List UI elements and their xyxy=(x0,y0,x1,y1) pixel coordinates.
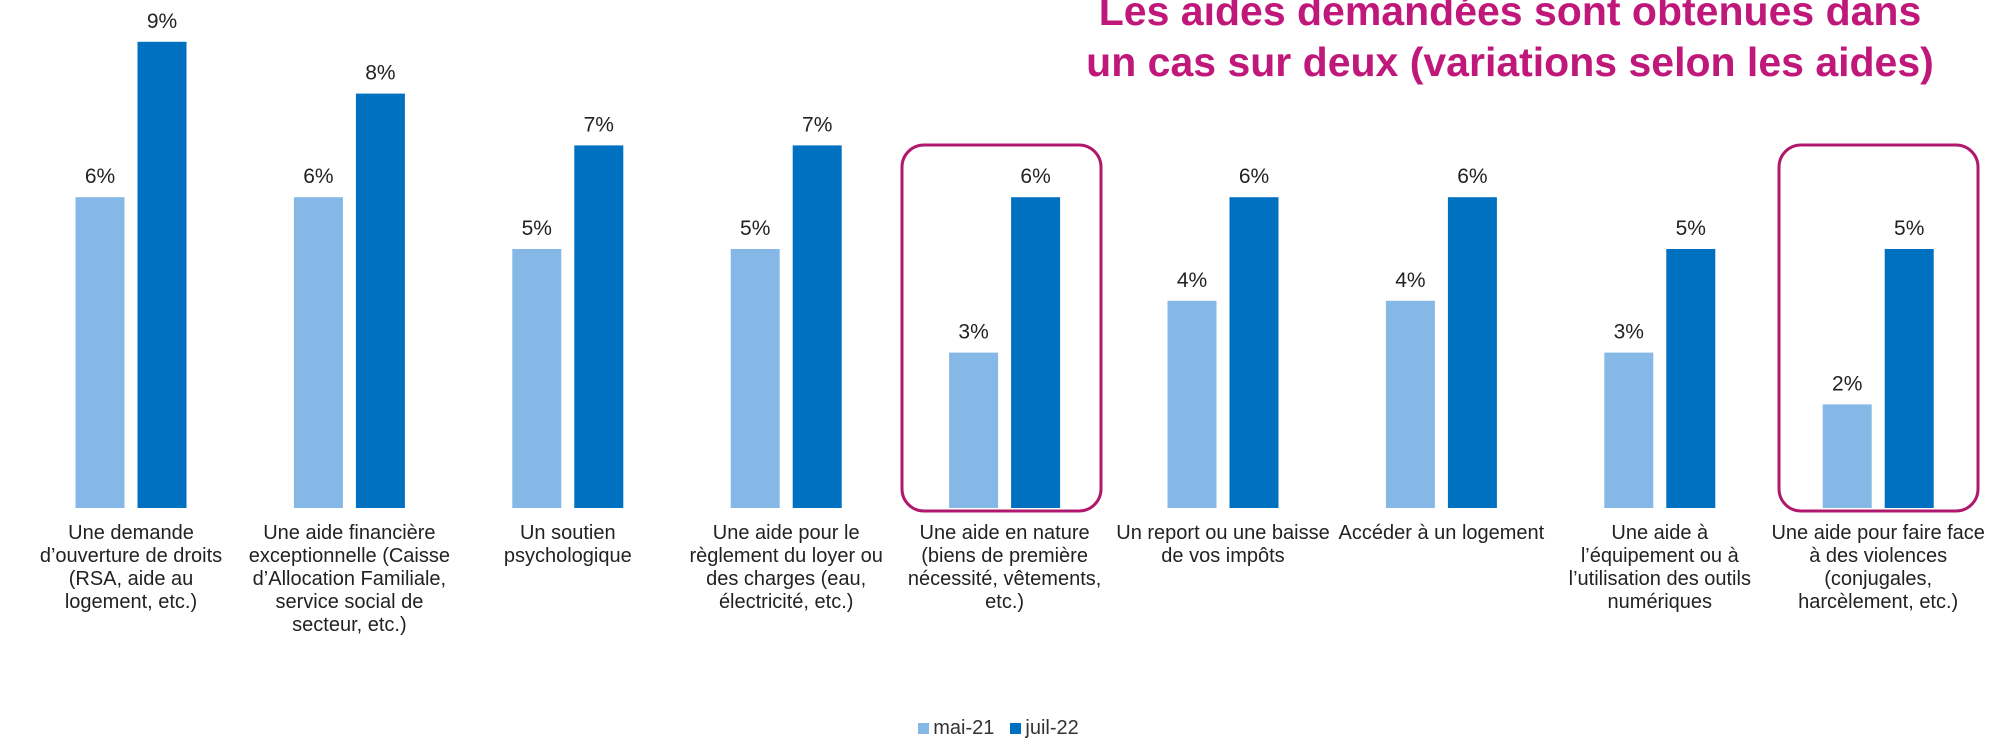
page: {"chart_data": {"type": "bar", "title": … xyxy=(0,0,1997,742)
bar xyxy=(76,197,125,508)
data-label: 6% xyxy=(1457,165,1487,188)
bar xyxy=(1230,197,1279,508)
bar xyxy=(1666,249,1715,508)
data-label: 5% xyxy=(740,217,770,240)
bar xyxy=(1604,353,1653,508)
data-label: 3% xyxy=(958,321,988,344)
bar xyxy=(1885,249,1934,508)
data-label: 5% xyxy=(522,217,552,240)
data-label: 4% xyxy=(1395,269,1425,292)
x-tick-label: Une aide pour faire face à des violences… xyxy=(1771,522,1985,614)
x-tick-label: Un soutien psychologique xyxy=(461,522,675,568)
bar xyxy=(574,145,623,508)
x-tick-label: Accéder à un logement xyxy=(1334,522,1548,545)
bar xyxy=(1386,301,1435,508)
data-label: 7% xyxy=(802,113,832,136)
x-tick-label: Une aide pour le règlement du loyer ou d… xyxy=(679,522,893,614)
bar xyxy=(512,249,561,508)
chart-title: Les aides demandées sont obtenues dans u… xyxy=(1080,0,1940,88)
x-tick-label: Une demande d’ouverture de droits (RSA, … xyxy=(24,522,238,614)
bar xyxy=(1011,197,1060,508)
legend-swatch xyxy=(1010,723,1021,734)
legend-label: juil-22 xyxy=(1025,717,1078,739)
bar xyxy=(731,249,780,508)
highlight-box xyxy=(902,145,1101,511)
legend: mai-21 juil-22 xyxy=(0,717,1997,740)
x-tick-label: Une aide à l’équipement ou à l’utilisati… xyxy=(1553,522,1767,614)
bar xyxy=(1448,197,1497,508)
data-label: 5% xyxy=(1894,217,1924,240)
data-label: 3% xyxy=(1614,321,1644,344)
data-label: 6% xyxy=(1020,165,1050,188)
legend-item: mai-21 xyxy=(918,717,994,739)
data-label: 6% xyxy=(303,165,333,188)
bar xyxy=(1823,404,1872,508)
x-tick-label: Une aide en nature (biens de première né… xyxy=(898,522,1112,614)
data-label: 7% xyxy=(584,113,614,136)
data-label: 8% xyxy=(365,62,395,85)
data-label: 6% xyxy=(85,165,115,188)
bar xyxy=(793,145,842,508)
bar xyxy=(138,42,187,508)
data-label: 5% xyxy=(1676,217,1706,240)
legend-label: mai-21 xyxy=(933,717,994,739)
x-tick-label: Un report ou une baisse de vos impôts xyxy=(1116,522,1330,568)
highlight-box xyxy=(1779,145,1978,511)
x-tick-label: Une aide financière exceptionnelle (Cais… xyxy=(242,522,456,637)
bar xyxy=(356,94,405,508)
bar xyxy=(294,197,343,508)
bar xyxy=(1168,301,1217,508)
bar xyxy=(949,353,998,508)
data-label: 4% xyxy=(1177,269,1207,292)
data-label: 2% xyxy=(1832,372,1862,395)
legend-swatch xyxy=(918,723,929,734)
legend-item: juil-22 xyxy=(1010,717,1078,739)
data-label: 9% xyxy=(147,10,177,33)
data-label: 6% xyxy=(1239,165,1269,188)
